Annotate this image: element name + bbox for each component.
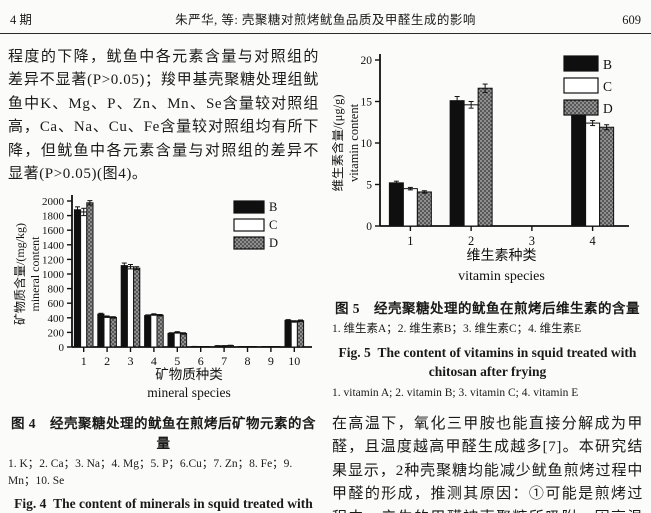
y-tick-label: 1400 xyxy=(42,240,65,252)
y-tick-label: 1200 xyxy=(42,255,65,267)
x-tick-label: 1 xyxy=(81,354,87,368)
y-tick-label: 0 xyxy=(366,221,372,233)
x-tick-label: 7 xyxy=(221,354,227,368)
y-tick-label: 400 xyxy=(48,313,65,325)
figure-4: 0 200 400 600 800 1000 1200 1400 1600 1800 2000 1 2 3… xyxy=(8,191,319,513)
y-tick-label: 1000 xyxy=(42,269,65,281)
bar-C-10 xyxy=(290,321,298,348)
x-tick-label: 1 xyxy=(407,234,413,248)
bar-C-5 xyxy=(173,332,181,348)
bar-B-10 xyxy=(284,320,292,348)
bar-C-1 xyxy=(402,188,418,227)
issue-label: 4 期 xyxy=(10,13,32,27)
figure-5: 0 5 10 15 20 1 2 3 4 B C D 维生素含量/(μg/g) vitamin conte… xyxy=(332,50,643,401)
running-title: 朱严华, 等: 壳聚糖对煎烤鱿鱼品质及甲醛生成的影响 xyxy=(175,13,476,27)
bar-C-3 xyxy=(126,266,135,348)
bar-D-4 xyxy=(599,126,615,227)
legend-label-C: C xyxy=(603,79,612,94)
x-axis-label-zh: 维生素种类 xyxy=(467,248,537,264)
y-tick-label: 800 xyxy=(48,284,65,296)
bar-C-2 xyxy=(463,104,479,227)
left-column: 程度的下降，鱿鱼中各元素含量与对照组的差异不显著(P>0.05)；羧甲基壳聚糖处… xyxy=(8,34,319,513)
y-tick-label: 2000 xyxy=(42,196,65,208)
bar-C-2 xyxy=(103,316,111,348)
legend-label-C: C xyxy=(269,218,277,232)
x-tick-label: 6 xyxy=(198,354,204,368)
formaldehyde-paragraph: 在高温下，氧化三甲胺也能直接分解成为甲醛，且温度越高甲醛生成越多[7]。本研究结… xyxy=(332,416,643,513)
bar-D-2 xyxy=(477,87,493,227)
legend-label-D: D xyxy=(603,101,613,116)
y-axis-label-zh: 维生素含量/(μg/g) xyxy=(332,95,345,192)
x-tick-label: 2 xyxy=(104,354,110,368)
fig5-caption-en: Fig. 5 The content of vitamins in squid … xyxy=(338,344,637,379)
fig4-caption-zh: 图 4 经壳聚糖处理的鱿鱼在煎烤后矿物元素的含量 xyxy=(10,416,317,452)
bar-C-1 xyxy=(80,211,88,348)
legend-label-B: B xyxy=(269,200,277,214)
y-tick-label: 0 xyxy=(59,342,65,354)
fig4-mineral-bar-chart: 0 200 400 600 800 1000 1200 1400 1600 1800 2000 1 2 3… xyxy=(12,195,312,400)
legend-swatch-C xyxy=(563,77,599,94)
x-tick-label: 3 xyxy=(529,234,535,248)
y-tick-label: 10 xyxy=(361,138,373,150)
bar-B-2 xyxy=(449,100,465,227)
legend-label-B: B xyxy=(603,57,612,72)
bar-C-4 xyxy=(585,122,601,227)
y-tick-label: 1600 xyxy=(42,226,65,238)
x-axis-label-zh: 矿物质种类 xyxy=(155,367,223,382)
legend-swatch-C xyxy=(233,218,265,233)
x-tick-label: 2 xyxy=(468,234,474,248)
legend-swatch-D xyxy=(563,99,599,116)
x-tick-label: 9 xyxy=(268,354,274,368)
bar-D-5 xyxy=(179,333,188,348)
x-tick-label: 5 xyxy=(174,354,180,368)
bar-D-3 xyxy=(133,268,141,348)
y-tick-label: 600 xyxy=(48,299,65,311)
y-axis-label-en: mineral content xyxy=(28,236,42,312)
fig4-caption-en: Fig. 4 The content of minerals in squid … xyxy=(14,496,313,512)
y-tick-label: 5 xyxy=(366,180,372,192)
bar-B-4 xyxy=(144,315,152,348)
fig5-key-en: 1. vitamin A; 2. vitamin B; 3. vitamin C… xyxy=(332,386,579,399)
two-column-body: 程度的下降，鱿鱼中各元素含量与对照组的差异不显著(P>0.05)；羧甲基壳聚糖处… xyxy=(0,34,651,513)
bar-B-1 xyxy=(388,182,404,227)
x-tick-label: 8 xyxy=(245,354,251,368)
y-tick-label: 15 xyxy=(361,97,373,109)
y-axis-label-en: vitamin content xyxy=(347,103,361,182)
x-tick-label: 4 xyxy=(151,354,157,368)
minerals-paragraph: 程度的下降，鱿鱼中各元素含量与对照组的差异不显著(P>0.05)；羧甲基壳聚糖处… xyxy=(8,49,319,183)
bar-B-4 xyxy=(571,107,587,227)
bar-D-1 xyxy=(86,202,94,348)
right-column: 0 5 10 15 20 1 2 3 4 B C D 维生素含量/(μg/g) vitamin conte… xyxy=(332,34,643,513)
legend-label-D: D xyxy=(269,236,278,250)
legend-swatch-D xyxy=(233,236,265,251)
bar-B-3 xyxy=(120,265,128,348)
fig5-vitamin-bar-chart: 0 5 10 15 20 1 2 3 4 BCD 维生素含量/(μg/g) vitamin conte… xyxy=(332,54,629,284)
legend-swatch-B xyxy=(233,200,265,215)
x-tick-label: 4 xyxy=(590,234,597,248)
bar-D-2 xyxy=(109,317,117,348)
page-number: 609 xyxy=(622,13,641,27)
x-tick-label: 10 xyxy=(288,354,300,368)
bar-D-10 xyxy=(296,320,305,348)
fig5-key-zh: 1. 维生素A；2. 维生素B；3. 维生素C；4. 维生素E xyxy=(332,323,582,335)
y-tick-label: 20 xyxy=(361,55,373,67)
page-header: 4 期 朱严华, 等: 壳聚糖对煎烤鱿鱼品质及甲醛生成的影响 609 xyxy=(0,0,651,34)
bar-D-1 xyxy=(416,191,432,227)
bar-B-2 xyxy=(97,314,105,348)
bar-B-1 xyxy=(73,209,82,348)
legend-swatch-B xyxy=(563,55,599,72)
x-axis-label-en: vitamin species xyxy=(458,269,545,284)
x-tick-label: 3 xyxy=(128,354,134,368)
y-axis-label-zh: 矿物质含量/(mg/kg) xyxy=(12,223,27,325)
bar-B-5 xyxy=(167,333,175,348)
x-axis-label-en: mineral species xyxy=(147,385,231,400)
bar-D-4 xyxy=(156,315,164,348)
y-tick-label: 200 xyxy=(48,328,65,340)
bar-C-4 xyxy=(150,314,158,348)
fig4-key-zh: 1. K；2. Ca；3. Na；4. Mg；5. P；6.Cu；7. Zn；8… xyxy=(8,458,293,487)
fig5-caption-zh: 图 5 经壳聚糖处理的鱿鱼在煎烤后维生素的含量 xyxy=(334,301,641,316)
y-tick-label: 1800 xyxy=(42,211,65,223)
